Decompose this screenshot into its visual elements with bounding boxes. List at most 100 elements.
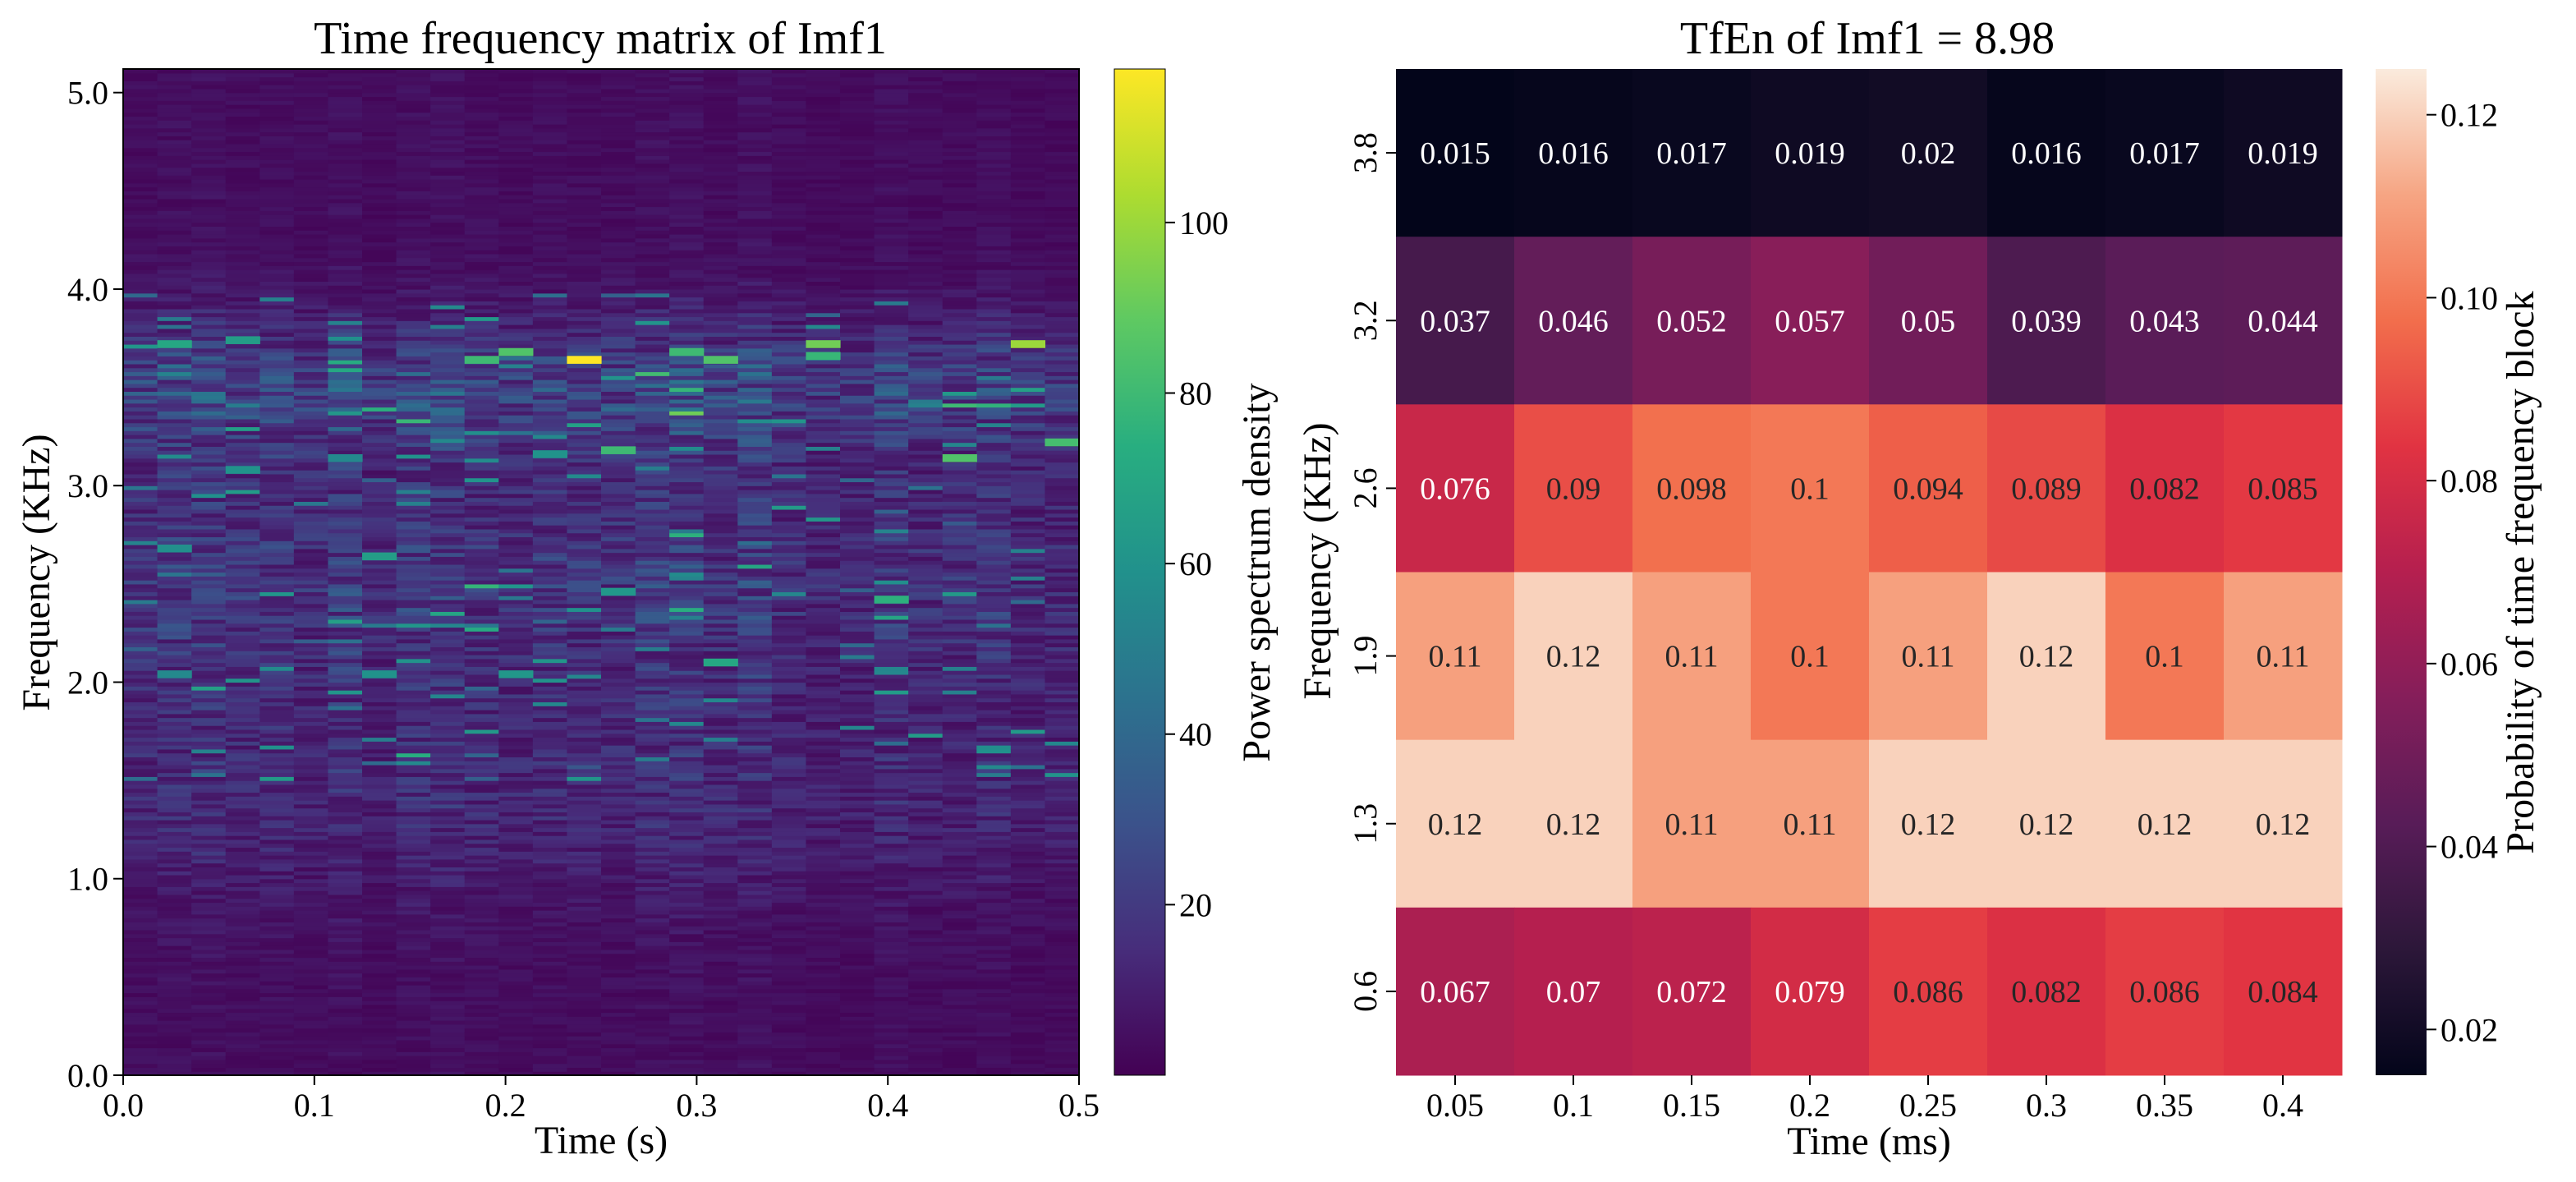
spectrogram-cell — [396, 536, 431, 541]
spectrogram-cell — [123, 761, 158, 766]
spectrogram-cell — [396, 690, 431, 695]
spectrogram-cell — [396, 96, 431, 101]
spectrogram-cell — [703, 878, 738, 884]
spectrogram-cell — [396, 182, 431, 188]
spectrogram-cell — [737, 116, 773, 121]
spectrogram-cell — [601, 301, 636, 306]
spectrogram-cell — [635, 678, 670, 683]
spectrogram-cell — [157, 92, 192, 98]
spectrogram-cell — [498, 780, 534, 785]
spectrogram-cell — [157, 1056, 192, 1060]
spectrogram-cell — [601, 477, 636, 483]
spectrogram-cell — [157, 375, 192, 380]
spectrogram-cell — [396, 226, 431, 231]
spectrogram-cell — [225, 198, 260, 204]
spectrogram-cell — [737, 241, 773, 246]
spectrogram-cell — [601, 627, 636, 632]
spectrogram-cell — [191, 1032, 227, 1037]
spectrogram-cell — [123, 686, 158, 691]
spectrogram-cell — [225, 175, 260, 180]
spectrogram-cell — [703, 1012, 738, 1017]
spectrogram-cell — [669, 536, 705, 541]
spectrogram-cell — [703, 926, 738, 931]
spectrogram-cell — [567, 285, 602, 290]
spectrogram-cell — [362, 285, 397, 290]
spectrogram-cell — [259, 682, 295, 687]
spectrogram-cell — [157, 88, 192, 94]
spectrogram-cell — [567, 402, 602, 408]
spectrogram-cell — [532, 186, 568, 191]
spectrogram-cell — [157, 1051, 192, 1056]
spectrogram-cell — [498, 615, 534, 620]
spectrogram-cell — [635, 706, 670, 711]
spectrogram-cell — [430, 816, 466, 821]
spectrogram-cell — [123, 195, 158, 200]
spectrogram-cell — [737, 913, 773, 919]
spectrogram-cell — [225, 305, 260, 310]
spectrogram-cell — [225, 155, 260, 160]
spectrogram-cell — [737, 709, 773, 715]
spectrogram-cell — [362, 800, 397, 805]
spectrogram-cell — [464, 379, 499, 384]
spectrogram-cell — [123, 96, 158, 101]
spectrogram-cell — [328, 776, 363, 781]
spectrogram-cell — [635, 658, 670, 664]
spectrogram-cell — [669, 237, 705, 243]
spectrogram-cell — [532, 363, 568, 369]
spectrogram-cell — [669, 631, 705, 636]
spectrogram-cell — [293, 788, 329, 793]
spectrogram-cell — [362, 540, 397, 545]
spectrogram-cell — [498, 871, 534, 876]
spectrogram-cell — [669, 116, 705, 121]
spectrogram-cell — [737, 438, 773, 444]
spectrogram-cell — [396, 992, 431, 997]
spectrogram-cell — [191, 882, 227, 887]
spectrogram-cell — [703, 116, 738, 121]
spectrogram-cell — [464, 332, 499, 337]
spectrogram-cell — [771, 693, 807, 699]
spectrogram-cell — [396, 206, 431, 211]
spectrogram-cell — [225, 642, 260, 648]
spectrogram-cell — [498, 155, 534, 160]
spectrogram-cell — [635, 76, 670, 81]
spectrogram-cell — [601, 646, 636, 651]
spectrogram-cell — [498, 517, 534, 522]
spectrogram-cell — [601, 867, 636, 872]
spectrogram-cell — [328, 237, 363, 243]
spectrogram-cell — [567, 890, 602, 895]
spectrogram-cell — [293, 301, 329, 306]
spectrogram-cell — [259, 658, 295, 664]
spectrogram-cell — [225, 497, 260, 502]
spectrogram-cell — [498, 812, 534, 816]
spectrogram-cell — [669, 576, 705, 581]
spectrogram-cell — [293, 596, 329, 600]
spectrogram-cell — [567, 438, 602, 444]
spectrogram-cell — [771, 1012, 807, 1017]
spectrogram-cell — [293, 981, 329, 986]
spectrogram-cell — [225, 937, 260, 942]
spectrogram-cell — [703, 288, 738, 294]
spectrogram-cell — [225, 1000, 260, 1005]
spectrogram-cell — [430, 218, 466, 223]
spectrogram-cell — [737, 748, 773, 754]
spectrogram-cell — [293, 977, 329, 982]
spectrogram-cell — [430, 796, 466, 801]
spectrogram-cell — [157, 556, 192, 561]
spectrogram-cell — [157, 1012, 192, 1017]
spectrogram-cell — [225, 241, 260, 246]
spectrogram-cell — [259, 356, 295, 361]
spectrogram-cell — [737, 308, 773, 314]
spectrogram-cell — [430, 446, 466, 451]
spectrogram-cell — [225, 426, 260, 431]
spectrogram-cell — [498, 226, 534, 231]
spectrogram-cell — [771, 611, 807, 616]
spectrogram-cell — [498, 851, 534, 856]
spectrogram-cell — [362, 513, 397, 518]
spectrogram-cell — [157, 843, 192, 849]
spectrogram-cell — [225, 253, 260, 259]
spectrogram-cell — [293, 874, 329, 880]
spectrogram-cell — [635, 957, 670, 962]
spectrogram-cell — [293, 882, 329, 887]
spectrogram-cell — [259, 422, 295, 428]
spectrogram-cell — [532, 693, 568, 699]
